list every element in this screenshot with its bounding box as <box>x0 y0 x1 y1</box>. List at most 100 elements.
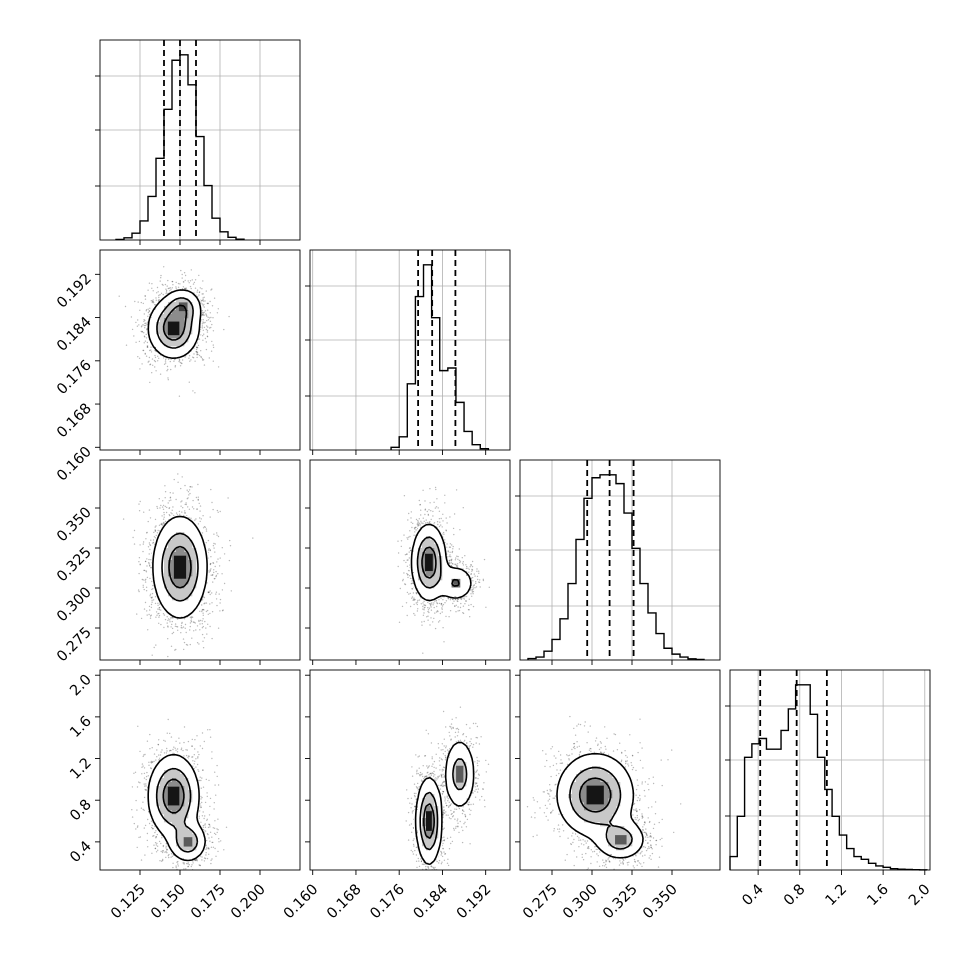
scatter-point <box>138 572 140 575</box>
scatter-point <box>198 338 201 340</box>
scatter-point <box>416 593 418 595</box>
scatter-point <box>204 337 207 340</box>
scatter-point <box>205 313 207 315</box>
density-cell <box>164 322 169 327</box>
scatter-point <box>192 357 195 359</box>
scatter-point <box>156 286 159 289</box>
scatter-point <box>184 287 186 289</box>
scatter-point <box>164 362 167 364</box>
scatter-point <box>169 360 171 363</box>
scatter-point <box>143 313 145 315</box>
scatter-point <box>210 488 212 491</box>
scatter-point <box>160 277 162 279</box>
density-cell <box>180 520 185 525</box>
density-cell <box>176 524 181 529</box>
scatter-point <box>461 557 463 559</box>
scatter-point <box>475 582 477 585</box>
scatter-point <box>158 664 159 665</box>
scatter-point <box>473 584 475 587</box>
scatter-point <box>145 538 147 540</box>
scatter-point <box>160 274 162 277</box>
density-cell <box>172 334 177 339</box>
scatter-point <box>148 558 150 561</box>
scatter-point <box>203 637 206 639</box>
density-cell <box>184 298 189 303</box>
density-cell <box>172 592 177 597</box>
density-cell <box>204 568 209 573</box>
scatter-point <box>410 517 412 519</box>
scatter-point <box>465 564 467 566</box>
scatter-point <box>198 274 200 277</box>
contour-line-1 <box>156 297 194 349</box>
scatter-point <box>447 597 449 599</box>
scatter-point <box>145 333 147 336</box>
density-cell <box>156 576 161 581</box>
density-cell <box>156 326 161 331</box>
scatter-point <box>404 583 407 586</box>
scatter-point <box>188 381 190 383</box>
scatter-point <box>202 297 204 299</box>
scatter-point <box>134 300 136 303</box>
density-cell <box>160 302 165 307</box>
scatter-point <box>202 335 204 337</box>
density-cell <box>180 592 185 597</box>
scatter-point <box>202 625 204 628</box>
scatter-point <box>209 563 212 565</box>
density-cell <box>196 306 201 311</box>
scatter-point <box>457 598 459 601</box>
scatter-point <box>163 511 165 514</box>
scatter-point <box>440 517 442 520</box>
scatter-point <box>151 287 153 289</box>
scatter-point <box>143 332 145 334</box>
scatter-point <box>194 279 197 281</box>
scatter-point <box>150 559 152 561</box>
scatter-point <box>154 530 157 532</box>
scatter-point <box>154 356 157 359</box>
scatter-point <box>190 620 192 622</box>
scatter-point <box>146 531 148 534</box>
density-cell <box>196 302 201 307</box>
density-cell <box>192 298 197 303</box>
scatter-point <box>196 347 199 349</box>
scatter-point <box>442 603 445 606</box>
scatter-point <box>147 311 150 314</box>
scatter-point <box>215 570 217 573</box>
scatter-point <box>215 574 218 577</box>
density-cell <box>168 604 173 609</box>
scatter-point <box>470 577 473 579</box>
scatter-point <box>413 527 416 529</box>
density-cell <box>184 524 189 529</box>
scatter-point <box>176 626 179 628</box>
scatter-point <box>407 559 409 561</box>
density-cell <box>176 584 181 589</box>
scatter-point <box>408 547 411 549</box>
scatter-point <box>216 534 218 536</box>
hist-step-3 <box>729 684 928 871</box>
scatter-point <box>142 349 145 352</box>
scatter-point <box>153 543 156 545</box>
scatter-point <box>181 500 183 502</box>
scatter-point <box>155 370 157 372</box>
scatter-point <box>158 616 160 618</box>
scatter-point <box>199 517 201 519</box>
scatter-point <box>202 608 204 611</box>
scatter-point <box>148 561 150 564</box>
scatter-point <box>202 515 204 517</box>
density-cell <box>192 314 197 319</box>
scatter-point <box>188 516 190 519</box>
scatter-point <box>184 503 186 506</box>
density-cell <box>192 596 197 601</box>
scatter-point <box>188 508 191 510</box>
scatter-point <box>404 583 406 585</box>
scatter-point <box>150 596 152 599</box>
density-cell <box>164 338 169 343</box>
scatter-point <box>179 283 181 285</box>
scatter-point <box>410 521 412 523</box>
scatter-point <box>177 629 179 631</box>
scatter-point <box>209 612 211 615</box>
scatter-point <box>200 350 202 352</box>
scatter-point <box>147 315 149 317</box>
scatter-point <box>192 499 194 502</box>
scatter-point <box>202 300 205 302</box>
scatter-point <box>158 614 161 617</box>
